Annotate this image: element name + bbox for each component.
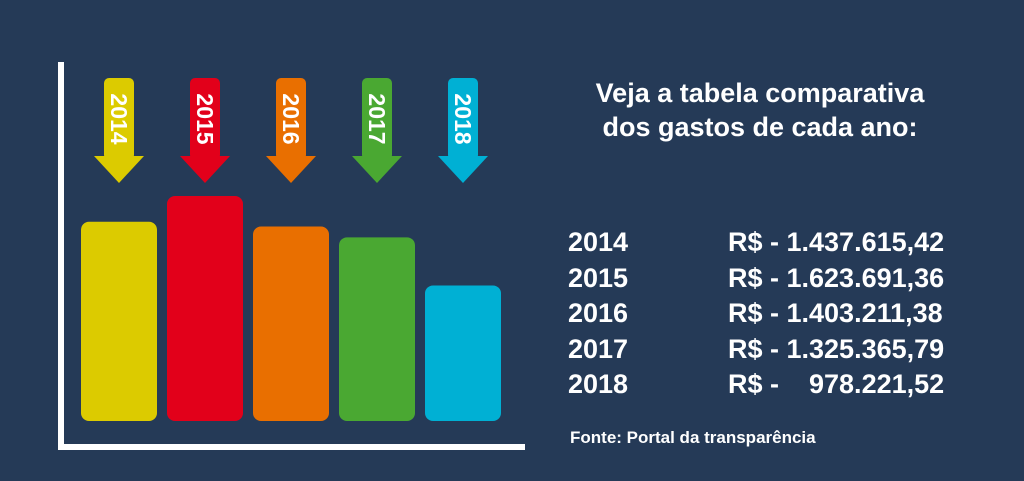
year-arrow-2014 [94,78,144,183]
table-row: 2017 R$ - 1.325.365,79 [568,332,968,368]
row-year: 2016 [568,298,629,329]
heading-line-2: dos gastos de cada ano: [602,112,918,142]
row-year: 2015 [568,262,629,293]
bar-2017 [339,237,415,421]
bar-2016 [253,226,329,421]
year-arrow-2017 [352,78,402,183]
year-label: 2017 [364,93,390,144]
row-value: R$ - 978.221,52 [728,369,945,400]
row-year: 2014 [568,227,629,258]
row-value: R$ - 1.403.211,38 [728,298,943,329]
bar-chart: 2014 2015 2016 2017 2018 [58,62,525,450]
row-value: R$ - 1.325.365,79 [728,333,945,364]
year-label: 2016 [278,93,304,144]
table-row: 2018 R$ - 978.221,52 [568,367,968,403]
chart-axes [58,62,525,450]
year-label: 2014 [106,93,132,144]
year-label: 2018 [450,93,476,144]
heading: Veja a tabela comparativa dos gastos de … [560,76,960,144]
bar-2014 [81,221,157,421]
year-label: 2015 [192,93,218,144]
heading-line-1: Veja a tabela comparativa [595,78,925,108]
row-year: 2017 [568,333,629,364]
table-row: 2015 R$ - 1.623.691,36 [568,261,968,297]
year-arrow-2018 [438,78,488,183]
year-arrow-2016 [266,78,316,183]
bar-2018 [425,285,501,421]
source-note: Fonte: Portal da transparência [570,428,816,447]
table-row: 2014 R$ - 1.437.615,42 [568,225,968,261]
table-row: 2016 R$ - 1.403.211,38 [568,296,968,332]
bar-2015 [167,196,243,421]
row-year: 2018 [568,369,629,400]
row-value: R$ - 1.437.615,42 [728,227,945,258]
year-arrow-2015 [180,78,230,183]
expense-table: 2014 R$ - 1.437.615,42 2015 R$ - 1.623.6… [568,225,968,403]
row-value: R$ - 1.623.691,36 [728,262,945,293]
